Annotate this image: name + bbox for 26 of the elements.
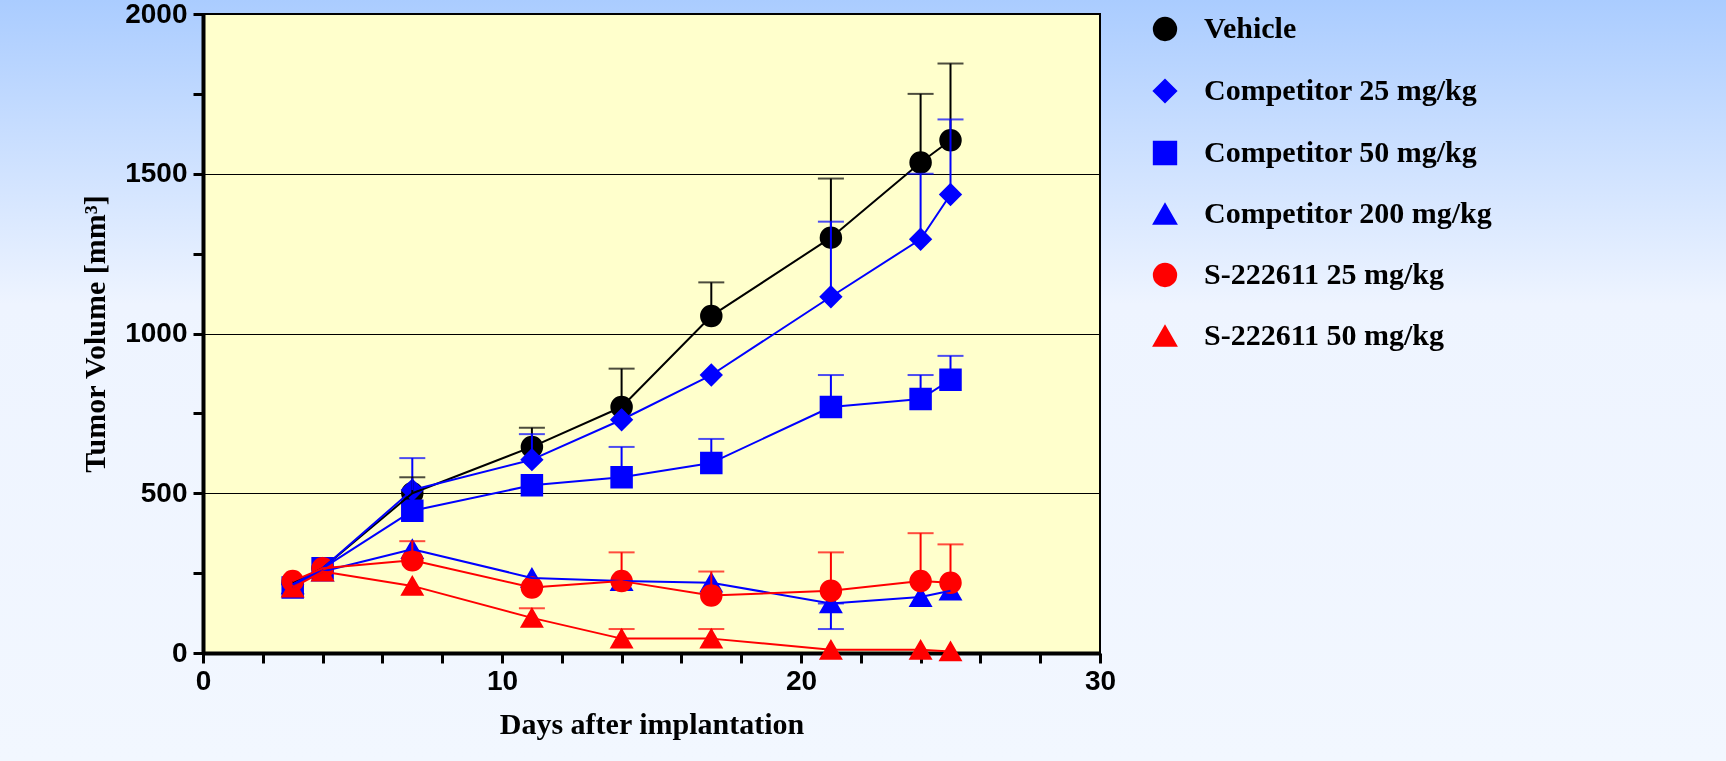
x-tick-label: 10 [486, 664, 519, 696]
point [520, 474, 544, 497]
legend-label: Competitor 200 mg/kg [1204, 196, 1492, 229]
legend-label: Competitor 25 mg/kg [1204, 73, 1477, 106]
y-tick-label: 1500 [125, 157, 188, 189]
x-tick-label: 20 [785, 664, 818, 696]
legend-label: S-222611 50 mg/kg [1204, 318, 1445, 351]
point [610, 408, 633, 432]
x-tick-label: 30 [1084, 664, 1117, 696]
y-tick-label: 2000 [125, 0, 188, 29]
x-axis-title: Days after implantation [499, 706, 805, 740]
legend-label: Competitor 50 mg/kg [1204, 135, 1477, 168]
legend-label: Vehicle [1204, 11, 1297, 44]
x-tick-label: 0 [195, 664, 212, 696]
point [939, 641, 962, 662]
legend-label: S-222611 25 mg/kg [1204, 257, 1445, 290]
point [610, 466, 633, 489]
point [909, 639, 932, 660]
point [520, 607, 544, 628]
point [819, 639, 843, 660]
y-axis-title: Tumor Volume [mm³] [78, 195, 112, 473]
point [939, 368, 962, 392]
y-tick-label: 0 [171, 636, 188, 668]
y-tick-label: 500 [140, 476, 188, 508]
point [401, 576, 424, 596]
y-tick-label: 1000 [125, 317, 188, 348]
